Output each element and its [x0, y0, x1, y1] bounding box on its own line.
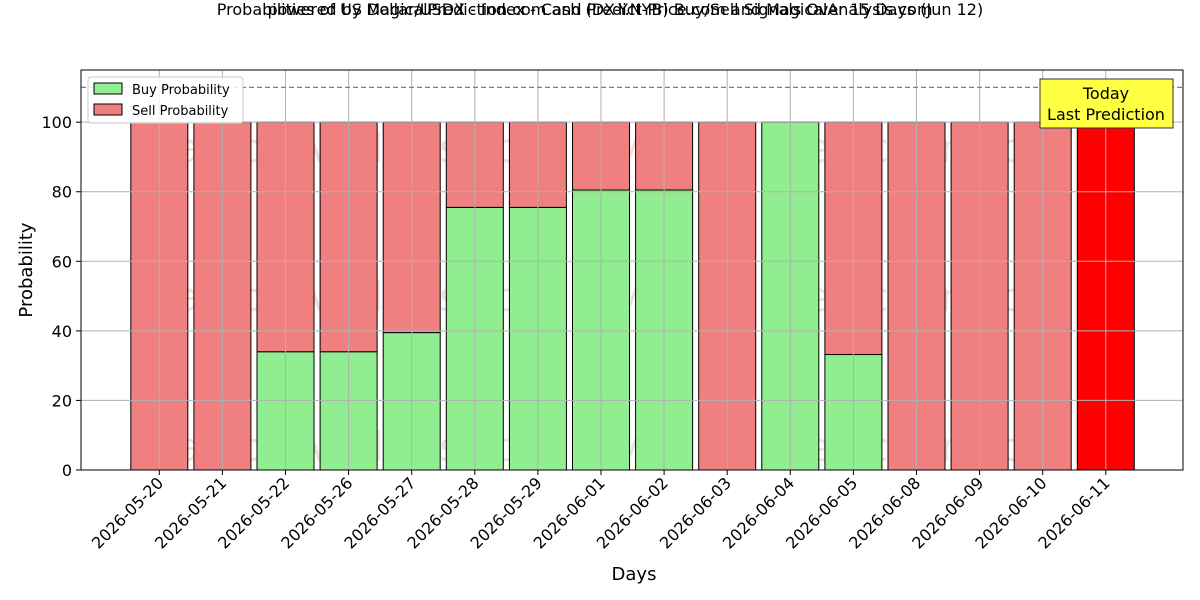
today-annotation-line1: Today — [1082, 84, 1129, 103]
y-tick-label: 80 — [52, 183, 72, 202]
today-annotation-box — [1039, 78, 1174, 129]
plot-frame — [80, 69, 1184, 471]
y-tick-label: 100 — [41, 113, 72, 132]
legend-swatch-buy — [93, 82, 123, 95]
chart-title: Probabilities of US Dollar/USDX - Index … — [216, 0, 984, 19]
legend-label-buy: Buy Probability — [132, 83, 230, 98]
y-tick-label: 40 — [52, 322, 72, 341]
legend-box — [87, 76, 244, 124]
y-tick-label: 0 — [62, 461, 72, 480]
chart-subtitle: powered by MagicalPrediction.com and Pre… — [267, 0, 933, 19]
legend-label-sell: Sell Probability — [132, 104, 229, 119]
legend-swatch-sell — [93, 103, 123, 116]
y-tick-label: 60 — [52, 252, 72, 271]
today-annotation-line2: Last Prediction — [1047, 105, 1165, 124]
y-axis-label: Probability — [16, 222, 37, 317]
y-tick-label: 20 — [52, 391, 72, 410]
x-axis-label: Days — [612, 564, 657, 585]
